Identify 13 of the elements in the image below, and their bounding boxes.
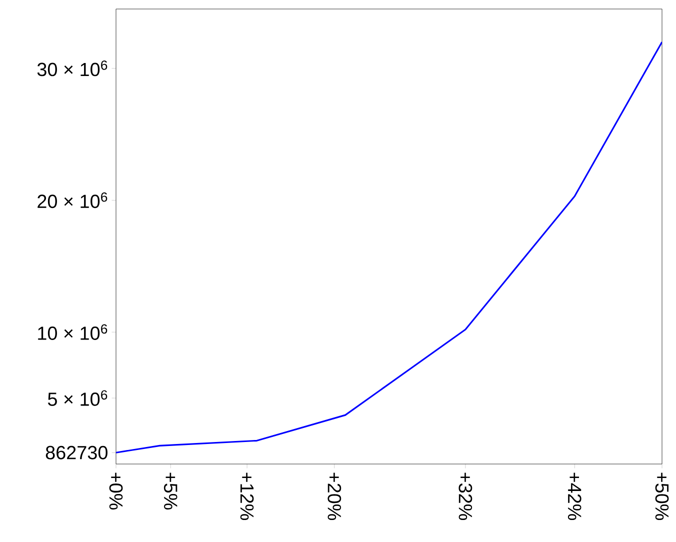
y-tick-label: 30 × 10$^{6}$ bbox=[37, 60, 108, 76]
line-series bbox=[116, 41, 662, 454]
y-tick-label: 10 × 10$^{6}$ bbox=[38, 324, 108, 340]
y-tick-label: 5 × 10$^{6}$ bbox=[48, 390, 108, 406]
x-tick-label: +0% bbox=[109, 472, 123, 510]
x-tick-label: +20% bbox=[328, 472, 342, 520]
x-tick-label: +42% bbox=[568, 472, 582, 520]
x-tick-label: +32% bbox=[458, 472, 472, 520]
x-tick-label: +5% bbox=[164, 472, 178, 510]
x-tick-label: +12% bbox=[240, 472, 254, 520]
y-tick-label: 862730 bbox=[46, 446, 108, 460]
x-tick-label: +50% bbox=[655, 472, 669, 520]
y-tick-label: 20 × 10$^{6}$ bbox=[38, 192, 108, 208]
